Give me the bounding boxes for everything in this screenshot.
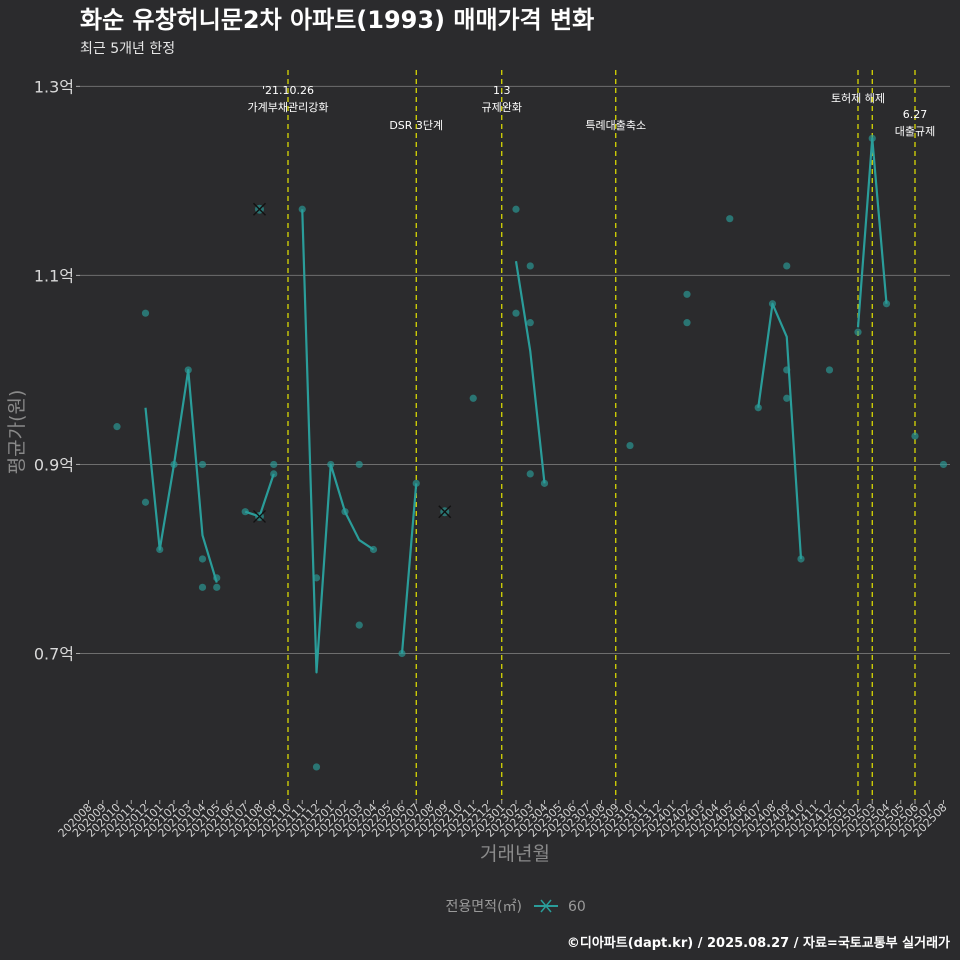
data-point-31 xyxy=(626,441,634,450)
y-axis-ticks: 0.7억 0.9억 1.1억 1.3억 xyxy=(34,77,80,663)
legend-title: 전용면적(㎡) xyxy=(446,899,522,915)
series-line-segment-0 xyxy=(144,368,218,583)
y-tick-label-1: 0.9억 xyxy=(34,455,74,474)
data-point-22 xyxy=(398,649,406,658)
event-label-202309-0: 특례대출축소 xyxy=(585,119,646,132)
data-point-26 xyxy=(512,309,520,317)
data-point-33 xyxy=(683,319,691,327)
data-point-29 xyxy=(526,470,534,478)
event-label-202301-1: 규제완화 xyxy=(482,101,522,114)
data-point-cross-0 xyxy=(253,202,266,216)
data-point-46 xyxy=(939,460,948,469)
series-line-segment-4 xyxy=(514,261,546,484)
event-label-202506-1: 대출규제 xyxy=(895,125,935,138)
data-point-16 xyxy=(312,763,321,771)
data-point-13 xyxy=(270,470,278,478)
event-label-202506-0: 6.27 xyxy=(903,108,928,121)
data-point-cross-mark-1 xyxy=(253,509,266,523)
data-point-43 xyxy=(868,134,876,142)
data-point-0 xyxy=(113,423,121,431)
data-point-24 xyxy=(469,394,477,402)
data-point-cross-1 xyxy=(253,509,266,523)
event-label-202502-0: 토허제 해제 xyxy=(831,91,885,105)
event-label-202207-0: DSR 3단계 xyxy=(389,119,443,132)
event-label-202110-0: '21.10.26 xyxy=(262,84,314,97)
data-point-40 xyxy=(797,555,805,563)
data-point-cross-mark-0 xyxy=(253,202,266,216)
chart-subtitle: 최근 5개년 한정 xyxy=(80,41,175,57)
data-point-7 xyxy=(198,555,207,563)
data-point-38 xyxy=(783,366,791,374)
event-label-202110-1: 가계부채관리강화 xyxy=(248,101,329,114)
data-point-34 xyxy=(726,215,734,223)
data-point-37 xyxy=(783,262,791,270)
data-point-32 xyxy=(683,290,691,298)
data-point-2 xyxy=(141,498,150,506)
data-point-cross-2 xyxy=(438,505,452,519)
data-point-18 xyxy=(341,508,349,516)
y-tick-label-0: 0.7억 xyxy=(34,644,74,663)
data-point-25 xyxy=(512,205,520,213)
data-point-30 xyxy=(540,479,549,487)
data-point-27 xyxy=(526,262,534,270)
series-points xyxy=(113,134,948,771)
gridlines xyxy=(80,85,950,654)
data-point-36 xyxy=(768,300,777,308)
data-point-20 xyxy=(355,621,363,629)
data-point-10 xyxy=(213,583,221,591)
series-line-segment-1 xyxy=(244,473,275,518)
source-caption: ©디아파트(dapt.kr) / 2025.08.27 / 자료=국토교통부 실… xyxy=(567,935,950,951)
y-tick-label-3: 1.3억 xyxy=(34,77,74,96)
series-line-segment-2 xyxy=(301,209,375,674)
series-line xyxy=(144,137,888,674)
data-point-23 xyxy=(412,479,420,487)
legend-entry-60: 60 xyxy=(568,899,586,915)
data-point-21 xyxy=(369,545,378,554)
series-line-segment-5 xyxy=(757,302,803,560)
y-axis-title: 평균가(원) xyxy=(6,390,28,475)
data-point-cross-mark-2 xyxy=(438,505,452,519)
data-point-6 xyxy=(198,460,207,469)
data-point-44 xyxy=(882,300,891,308)
data-point-35 xyxy=(754,404,762,412)
data-point-19 xyxy=(355,460,363,469)
chart-title: 화순 유창허니문2차 아파트(1993) 매매가격 변화 xyxy=(80,6,594,34)
data-point-12 xyxy=(270,460,278,469)
data-point-11 xyxy=(241,508,249,516)
data-point-42 xyxy=(854,328,862,336)
data-point-1 xyxy=(141,309,150,317)
x-axis-ticks: 2020082020092020102020112020122021012021… xyxy=(56,800,950,840)
legend-key-60 xyxy=(534,899,558,913)
data-point-3 xyxy=(156,545,164,554)
data-point-15 xyxy=(312,574,321,582)
series-line-segment-3 xyxy=(400,483,418,654)
data-point-39 xyxy=(783,394,791,402)
data-point-9 xyxy=(213,574,221,582)
data-point-17 xyxy=(327,460,335,469)
legend: 전용면적(㎡) 60 xyxy=(446,899,586,915)
x-axis-title: 거래년월 xyxy=(480,843,550,865)
data-point-4 xyxy=(170,460,178,469)
data-point-14 xyxy=(298,205,306,213)
data-point-8 xyxy=(198,583,207,591)
event-label-202301-0: 1.3 xyxy=(493,84,511,97)
data-point-45 xyxy=(911,432,919,440)
data-point-41 xyxy=(825,366,834,374)
data-point-28 xyxy=(526,319,534,327)
y-tick-label-2: 1.1억 xyxy=(34,266,74,285)
data-point-5 xyxy=(184,366,192,374)
